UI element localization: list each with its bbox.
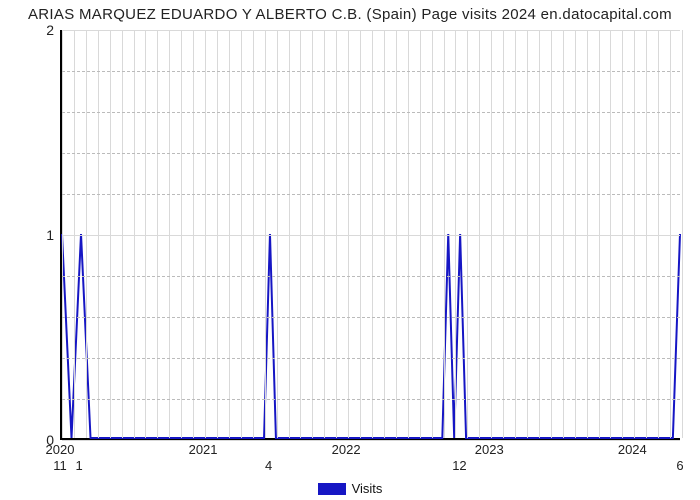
gridline-v <box>253 30 254 438</box>
chart-container: ARIAS MARQUEZ EDUARDO Y ALBERTO C.B. (Sp… <box>0 0 700 500</box>
gridline-v <box>169 30 170 438</box>
gridline-v <box>408 30 409 438</box>
gridline-v <box>145 30 146 438</box>
gridline-v <box>193 30 194 438</box>
gridline-v <box>575 30 576 438</box>
gridline-h-minor <box>62 276 680 277</box>
gridline-v <box>134 30 135 438</box>
gridline-v <box>610 30 611 438</box>
gridline-h-minor <box>62 71 680 72</box>
gridline-v <box>74 30 75 438</box>
gridline-v <box>336 30 337 438</box>
gridline-v <box>110 30 111 438</box>
gridline-v <box>622 30 623 438</box>
gridline-v <box>515 30 516 438</box>
plot-inner <box>62 30 680 438</box>
legend: Visits <box>0 480 700 496</box>
gridline-h-minor <box>62 358 680 359</box>
gridline-v <box>444 30 445 438</box>
gridline-h <box>62 235 680 236</box>
gridline-v <box>300 30 301 438</box>
gridline-v <box>62 30 63 438</box>
gridline-v <box>241 30 242 438</box>
gridline-v <box>503 30 504 438</box>
x-tick-label: 2020 <box>46 442 75 457</box>
gridline-h-minor <box>62 112 680 113</box>
gridline-v <box>86 30 87 438</box>
gridline-v <box>217 30 218 438</box>
gridline-v <box>277 30 278 438</box>
y-tick-label: 2 <box>14 22 54 38</box>
gridline-h-minor <box>62 194 680 195</box>
gridline-v <box>563 30 564 438</box>
gridline-v <box>157 30 158 438</box>
gridline-h-minor <box>62 399 680 400</box>
gridline-v <box>420 30 421 438</box>
gridline-v <box>587 30 588 438</box>
legend-swatch <box>318 483 346 495</box>
chart-title: ARIAS MARQUEZ EDUARDO Y ALBERTO C.B. (Sp… <box>0 6 700 23</box>
value-label: 1 <box>75 458 82 473</box>
gridline-v <box>265 30 266 438</box>
y-tick-label: 1 <box>14 227 54 243</box>
value-label: 11 <box>53 458 67 473</box>
gridline-v <box>432 30 433 438</box>
gridline-v <box>479 30 480 438</box>
gridline-v <box>682 30 683 438</box>
gridline-h-minor <box>62 317 680 318</box>
x-tick-label: 2022 <box>332 442 361 457</box>
gridline-v <box>634 30 635 438</box>
value-label: 4 <box>265 458 272 473</box>
gridline-v <box>348 30 349 438</box>
gridline-v <box>229 30 230 438</box>
gridline-v <box>527 30 528 438</box>
gridline-v <box>551 30 552 438</box>
gridline-v <box>467 30 468 438</box>
gridline-h <box>62 30 680 31</box>
gridline-v <box>372 30 373 438</box>
gridline-v <box>384 30 385 438</box>
x-tick-label: 2024 <box>618 442 647 457</box>
gridline-v <box>98 30 99 438</box>
gridline-h-minor <box>62 153 680 154</box>
gridline-v <box>360 30 361 438</box>
gridline-v <box>312 30 313 438</box>
gridline-v <box>658 30 659 438</box>
gridline-h <box>62 440 680 441</box>
gridline-v <box>455 30 456 438</box>
legend-label: Visits <box>352 481 383 496</box>
gridline-v <box>670 30 671 438</box>
gridline-v <box>646 30 647 438</box>
plot-area <box>60 30 680 440</box>
gridline-v <box>599 30 600 438</box>
value-label: 12 <box>452 458 466 473</box>
x-tick-label: 2023 <box>475 442 504 457</box>
gridline-v <box>539 30 540 438</box>
gridline-v <box>181 30 182 438</box>
gridline-v <box>205 30 206 438</box>
gridline-v <box>491 30 492 438</box>
x-tick-label: 2021 <box>189 442 218 457</box>
gridline-v <box>324 30 325 438</box>
gridline-v <box>289 30 290 438</box>
gridline-v <box>122 30 123 438</box>
value-label: 6 <box>676 458 683 473</box>
gridline-v <box>396 30 397 438</box>
